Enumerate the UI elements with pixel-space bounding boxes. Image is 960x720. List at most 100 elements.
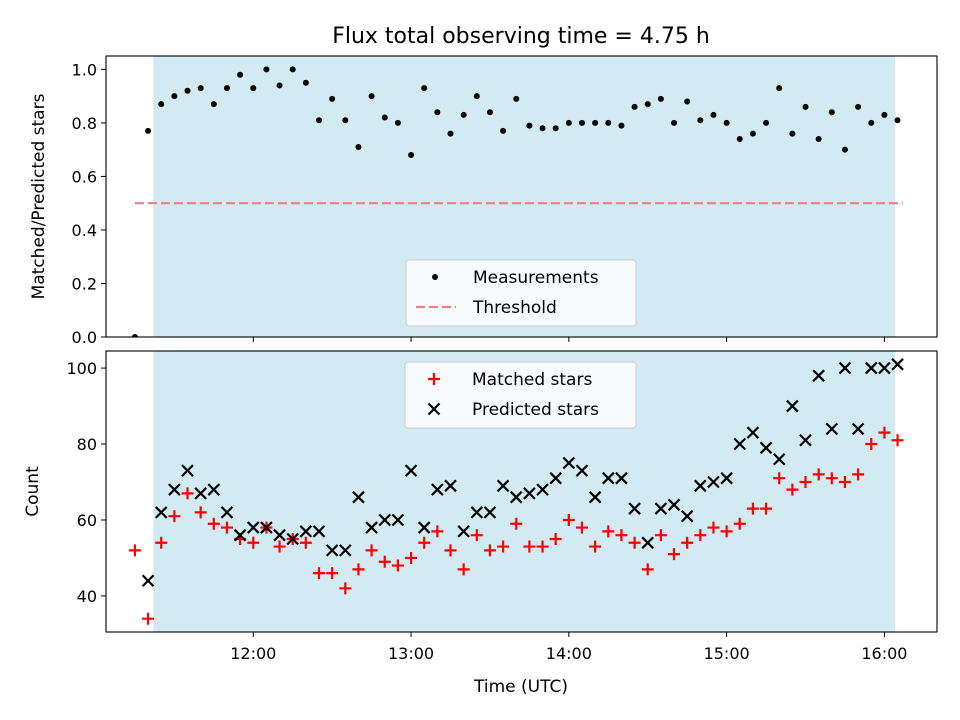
predicted-stars-marker bbox=[549, 471, 562, 485]
matched-stars-marker bbox=[194, 506, 207, 519]
predicted-stars-marker bbox=[864, 361, 878, 375]
measurements-marker bbox=[763, 119, 770, 126]
predicted-stars-marker bbox=[470, 506, 484, 519]
measurements-marker bbox=[237, 71, 244, 78]
predicted-stars-marker bbox=[878, 361, 891, 375]
predicted-stars-marker bbox=[431, 483, 444, 496]
predicted-stars-marker bbox=[680, 509, 694, 523]
x-tick-label: 15:00 bbox=[704, 644, 750, 663]
measurements-marker bbox=[565, 119, 572, 126]
measurements-marker bbox=[421, 85, 428, 92]
x-tick-label: 13:00 bbox=[388, 644, 434, 663]
predicted-stars-marker bbox=[404, 464, 418, 477]
predicted-stars-marker bbox=[641, 536, 655, 550]
predicted-stars-marker bbox=[523, 487, 536, 500]
predicted-stars-marker bbox=[352, 490, 365, 504]
measurements-marker bbox=[486, 109, 493, 116]
matched-stars-marker bbox=[707, 521, 720, 534]
matched-stars-marker bbox=[575, 521, 588, 534]
predicted-stars-marker bbox=[799, 433, 812, 447]
measurements-marker bbox=[473, 93, 480, 100]
matched-stars-legend-marker bbox=[428, 373, 440, 385]
x-tick-label: 14:00 bbox=[546, 644, 592, 663]
matched-stars-marker bbox=[391, 559, 404, 572]
matched-stars-marker bbox=[365, 544, 378, 557]
legend: Measurements Threshold bbox=[405, 259, 637, 327]
predicted-stars-marker bbox=[562, 456, 576, 470]
y-tick-label: 80 bbox=[77, 435, 97, 454]
measurements-marker bbox=[329, 95, 336, 102]
predicted-stars-marker bbox=[365, 521, 378, 534]
predicted-stars-marker bbox=[457, 525, 470, 538]
y-tick-label: 0.0 bbox=[72, 328, 97, 347]
matched-stars-marker bbox=[497, 540, 510, 553]
matched-stars-marker bbox=[483, 544, 496, 557]
predicted-stars-marker bbox=[615, 471, 628, 485]
matched-stars-marker bbox=[220, 521, 233, 534]
matched-stars-marker bbox=[457, 563, 470, 576]
predicted-stars-marker bbox=[325, 544, 339, 557]
predicted-stars-marker bbox=[891, 358, 904, 371]
measurements-marker bbox=[500, 127, 507, 134]
matched-stars-marker bbox=[615, 529, 628, 542]
matched-stars-marker bbox=[181, 487, 194, 500]
measurements-marker bbox=[789, 130, 796, 137]
measurements-marker bbox=[657, 95, 664, 102]
matched-stars-marker bbox=[746, 502, 759, 515]
matched-stars-marker bbox=[825, 472, 838, 485]
predicted-stars-marker bbox=[141, 574, 155, 588]
predicted-stars-marker bbox=[746, 426, 760, 439]
y-tick-label: 0.6 bbox=[72, 167, 97, 186]
measurements-marker bbox=[408, 152, 415, 159]
measurements-marker bbox=[868, 119, 875, 126]
matched-stars-marker bbox=[668, 548, 681, 561]
measurements-marker bbox=[197, 85, 204, 92]
matched-stars-marker bbox=[299, 536, 312, 549]
predicted-stars-marker bbox=[417, 521, 431, 534]
predicted-stars-marker bbox=[707, 475, 720, 489]
measurements-marker bbox=[355, 143, 362, 150]
predicted-stars-marker bbox=[154, 506, 168, 519]
predicted-stars-marker bbox=[588, 490, 602, 504]
count-panel: 40 60 80 100 12:00 13:00 14:00 15:00 16:00 Count M… bbox=[23, 350, 938, 663]
predicted-stars-marker bbox=[496, 479, 510, 493]
matched-stars-marker bbox=[681, 536, 694, 549]
measurements-marker bbox=[684, 98, 691, 105]
predicted-stars-marker bbox=[378, 513, 392, 527]
matched-stars-marker bbox=[155, 536, 168, 549]
predicted-stars-marker bbox=[168, 483, 181, 496]
predicted-stars-marker bbox=[838, 361, 852, 375]
figure-title: Flux total observing time = 4.75 h bbox=[332, 24, 710, 49]
matched-stars-marker bbox=[247, 536, 260, 549]
measurements-marker bbox=[592, 119, 599, 126]
matched-stars-marker bbox=[523, 540, 536, 553]
predicted-stars-marker bbox=[812, 369, 825, 382]
predicted-stars-marker bbox=[246, 521, 260, 534]
predicted-stars-marker bbox=[602, 471, 615, 485]
matched-stars-marker bbox=[812, 468, 825, 481]
matched-stars-marker bbox=[326, 567, 339, 580]
matched-stars-marker bbox=[654, 529, 667, 542]
matched-stars-marker bbox=[168, 510, 181, 523]
measurements-marker bbox=[342, 117, 349, 124]
matched-stars-marker bbox=[378, 555, 391, 568]
legend: Matched stars Predicted stars bbox=[404, 361, 637, 429]
measurements-marker bbox=[513, 95, 520, 102]
matched-stars-marker bbox=[838, 476, 851, 489]
predicted-stars-marker bbox=[207, 483, 221, 496]
measurements-marker bbox=[447, 130, 454, 137]
measurements-marker bbox=[815, 135, 822, 142]
matched-stars-marker bbox=[142, 612, 155, 625]
predicted-stars-marker bbox=[628, 502, 641, 515]
matched-stars-marker bbox=[352, 563, 365, 576]
matched-stars-marker bbox=[628, 536, 641, 549]
measurements-marker bbox=[316, 117, 323, 124]
y-tick-label: 0.4 bbox=[72, 221, 97, 240]
measurements-marker bbox=[368, 93, 375, 100]
legend-label: Predicted stars bbox=[472, 400, 599, 420]
legend-box bbox=[405, 259, 637, 327]
predicted-stars-marker bbox=[694, 479, 707, 493]
measurements-marker bbox=[855, 103, 862, 110]
matched-stars-marker bbox=[694, 529, 707, 542]
